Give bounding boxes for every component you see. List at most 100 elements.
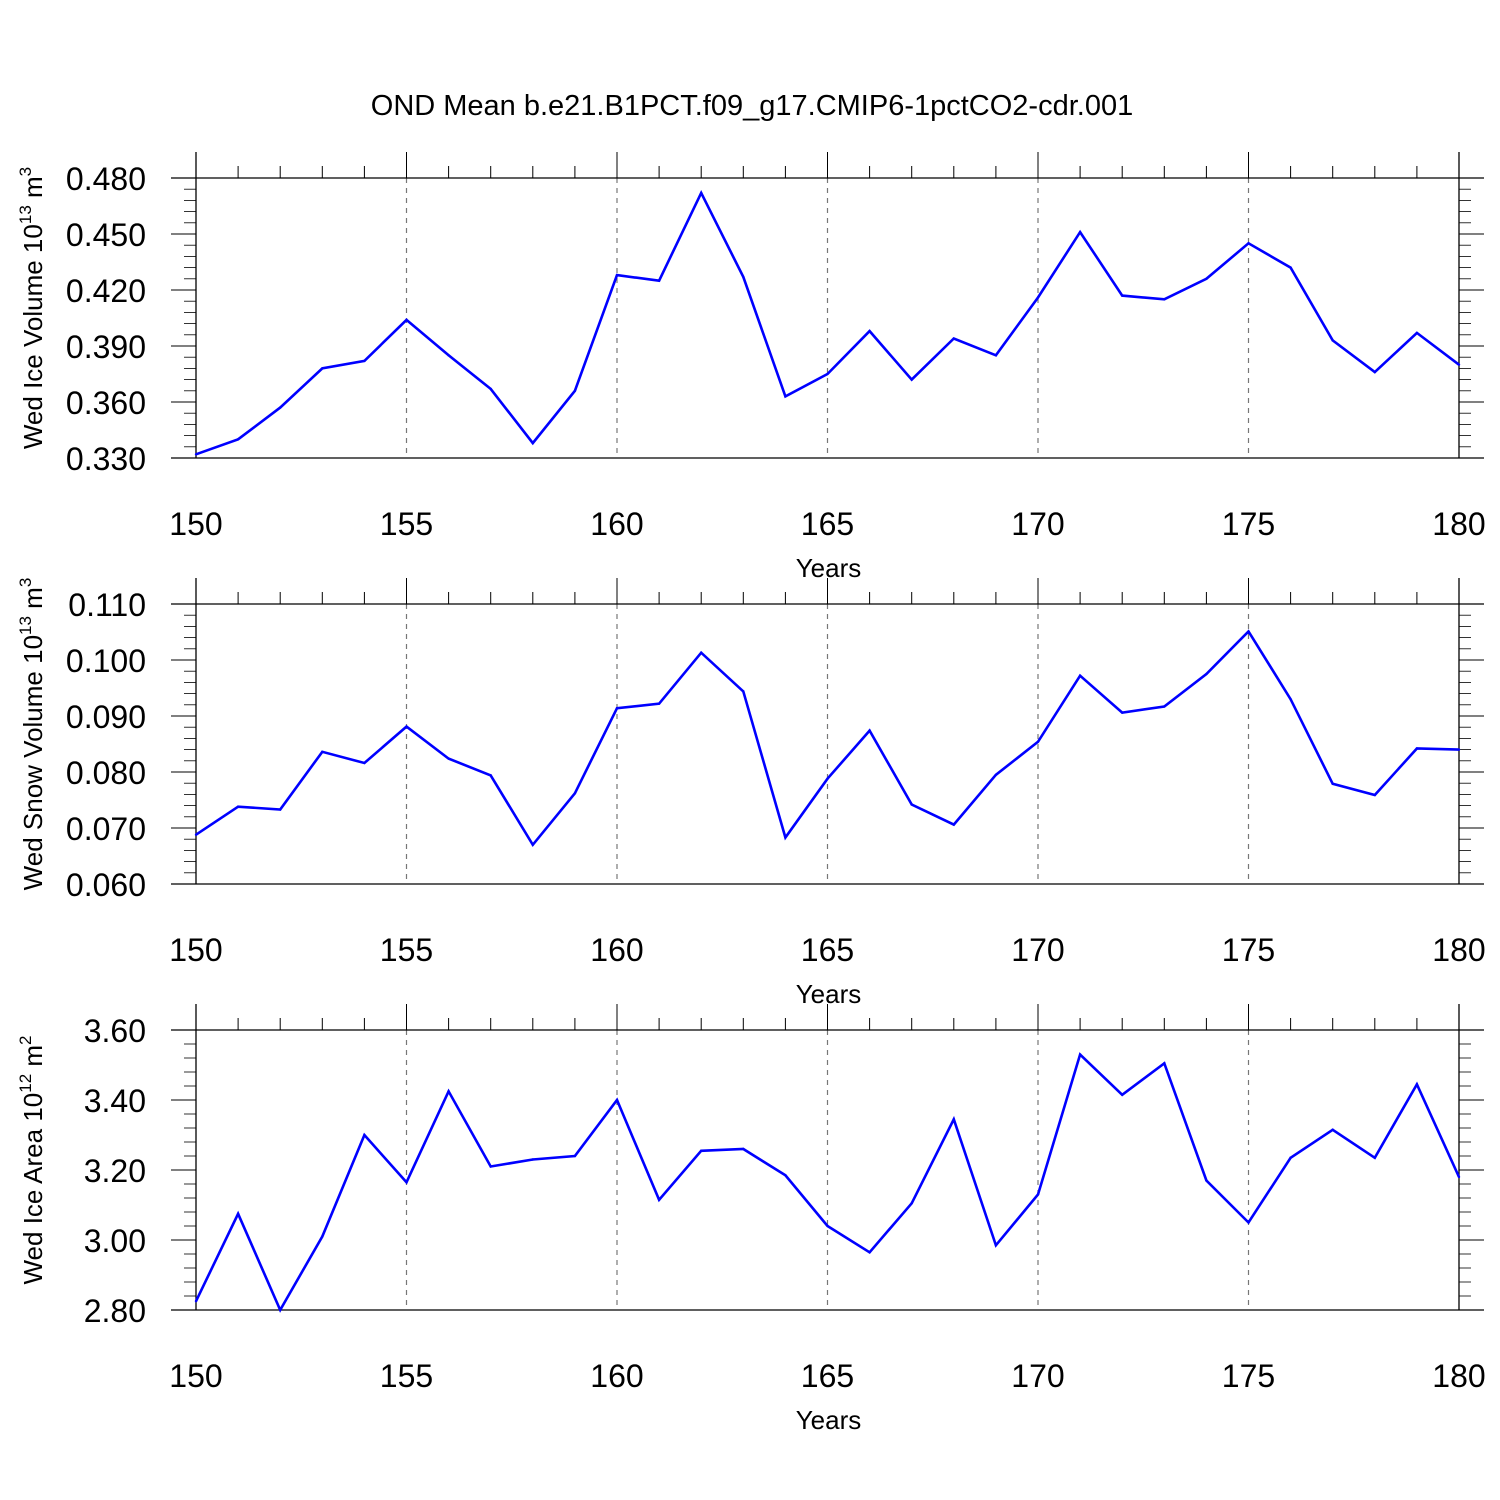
data-point bbox=[447, 354, 450, 357]
data-point bbox=[1247, 1221, 1250, 1224]
x-tick-label: 155 bbox=[380, 932, 433, 968]
data-point bbox=[1163, 298, 1166, 301]
data-point bbox=[363, 1133, 366, 1137]
data-point bbox=[573, 792, 577, 795]
y-tick-label: 0.060 bbox=[66, 867, 146, 903]
y-axis-title-unit-exponent: 3 bbox=[16, 578, 35, 587]
y-axis-title-exponent: 13 bbox=[16, 616, 35, 635]
data-point bbox=[784, 1174, 787, 1177]
y-tick-label: 0.360 bbox=[66, 385, 146, 421]
y-tick-label: 2.80 bbox=[84, 1293, 146, 1329]
data-point bbox=[1078, 230, 1082, 234]
y-axis-title-text: Wed Ice Area 10 bbox=[18, 1093, 48, 1285]
y-axis-title-unit-exponent: 3 bbox=[16, 167, 35, 176]
data-point bbox=[952, 1118, 955, 1121]
data-point bbox=[1331, 339, 1334, 342]
data-point bbox=[531, 1158, 534, 1161]
data-point bbox=[1415, 747, 1419, 750]
data-point bbox=[615, 706, 619, 710]
x-axis-title: Years bbox=[796, 1405, 862, 1435]
y-axis-title-unit: m bbox=[18, 587, 48, 616]
y-tick-label: 3.00 bbox=[84, 1223, 146, 1259]
data-point bbox=[236, 438, 240, 441]
data-point bbox=[1247, 630, 1250, 633]
data-point bbox=[1036, 740, 1040, 743]
data-point bbox=[363, 359, 366, 363]
data-point bbox=[952, 337, 955, 340]
x-tick-label: 160 bbox=[590, 932, 643, 968]
data-point bbox=[279, 808, 282, 811]
y-tick-label: 0.080 bbox=[66, 755, 146, 791]
data-point bbox=[236, 805, 240, 808]
data-point bbox=[742, 1147, 745, 1151]
data-point bbox=[1457, 748, 1461, 751]
y-tick-label: 0.090 bbox=[66, 699, 146, 735]
x-tick-label: 155 bbox=[380, 1358, 433, 1394]
data-point bbox=[573, 1154, 577, 1158]
y-tick-label: 3.20 bbox=[84, 1153, 146, 1189]
data-point bbox=[447, 757, 450, 760]
y-tick-label: 0.110 bbox=[68, 587, 146, 623]
data-point bbox=[363, 761, 366, 765]
data-point bbox=[910, 378, 913, 381]
x-tick-label: 180 bbox=[1432, 1358, 1485, 1394]
data-point bbox=[657, 279, 661, 282]
data-point bbox=[194, 833, 198, 836]
data-point bbox=[700, 1149, 703, 1152]
data-point bbox=[700, 191, 703, 195]
data-point bbox=[952, 823, 955, 826]
data-point bbox=[1036, 1193, 1040, 1196]
y-tick-label: 3.40 bbox=[84, 1083, 146, 1119]
panels: 0.330 0.360 0.390 0.420 0.450 0.480 150 155 160 1… bbox=[16, 152, 1486, 1435]
y-axis-title-unit: m bbox=[18, 1045, 48, 1074]
data-point bbox=[1289, 266, 1292, 269]
x-tick-label: 160 bbox=[590, 1358, 643, 1394]
y-axis-title-unit-exponent: 2 bbox=[16, 1035, 35, 1044]
data-point bbox=[531, 441, 534, 445]
data-point bbox=[826, 372, 829, 376]
data-point bbox=[868, 329, 871, 333]
x-tick-label: 170 bbox=[1011, 932, 1064, 968]
data-point bbox=[826, 1224, 829, 1228]
data-point bbox=[1205, 277, 1208, 280]
data-point bbox=[405, 1181, 408, 1184]
data-point bbox=[489, 774, 492, 777]
data-point bbox=[1205, 672, 1208, 676]
x-tick-label: 150 bbox=[169, 932, 222, 968]
data-point bbox=[1078, 674, 1082, 677]
data-point bbox=[1205, 1179, 1208, 1182]
data-point bbox=[1331, 1128, 1334, 1131]
data-point bbox=[1121, 294, 1124, 297]
data-point bbox=[1121, 711, 1124, 714]
data-point bbox=[279, 1308, 282, 1312]
data-point bbox=[321, 750, 324, 754]
x-tick-label: 170 bbox=[1011, 506, 1064, 542]
data-point bbox=[700, 651, 703, 654]
data-point bbox=[405, 725, 408, 728]
y-axis-title-text: Wed Snow Volume 10 bbox=[18, 635, 48, 890]
data-point bbox=[1331, 782, 1334, 785]
data-point bbox=[489, 1165, 492, 1168]
y-tick-label: 3.60 bbox=[84, 1013, 146, 1049]
data-point bbox=[868, 729, 871, 732]
data-point bbox=[531, 843, 534, 846]
data-point bbox=[405, 318, 408, 322]
data-point bbox=[279, 406, 282, 409]
data-point bbox=[994, 773, 998, 776]
x-tick-label: 150 bbox=[169, 1358, 222, 1394]
data-point bbox=[1415, 1083, 1419, 1086]
data-point bbox=[321, 1235, 324, 1238]
x-axis-title: Years bbox=[796, 553, 862, 583]
x-tick-label: 150 bbox=[169, 506, 222, 542]
data-point bbox=[1121, 1093, 1124, 1096]
data-point bbox=[1078, 1053, 1082, 1056]
x-tick-label: 175 bbox=[1222, 506, 1275, 542]
x-tick-label: 155 bbox=[380, 506, 433, 542]
data-point bbox=[742, 690, 745, 693]
y-tick-label: 0.480 bbox=[66, 161, 146, 197]
y-tick-label: 0.390 bbox=[66, 329, 146, 365]
data-point bbox=[447, 1090, 450, 1093]
y-axis-title: Wed Ice Volume 1013 m3 bbox=[16, 167, 48, 449]
